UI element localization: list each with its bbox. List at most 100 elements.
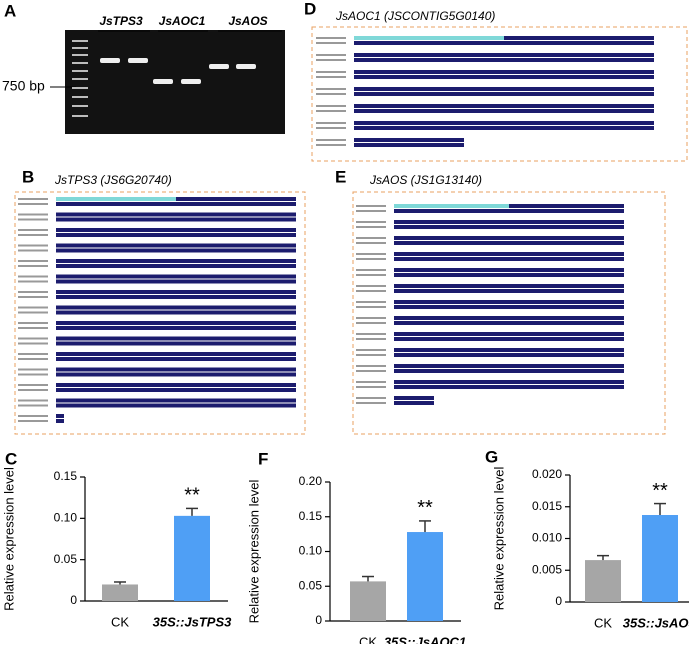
seq-name <box>356 322 386 324</box>
seq-row <box>354 126 654 130</box>
y-tick-label: 0.10 <box>54 511 78 525</box>
ladder-band <box>72 115 88 117</box>
lane-label: JsAOS <box>228 14 267 28</box>
seq-row <box>56 248 296 253</box>
seq-row <box>394 364 624 368</box>
seq-name <box>18 213 48 216</box>
gel-band <box>236 64 256 69</box>
seq-row <box>394 316 624 320</box>
y-tick-label: 0.10 <box>299 544 323 558</box>
seq-row <box>354 70 654 74</box>
ladder-band <box>72 96 88 98</box>
ladder-band <box>72 78 88 80</box>
y-tick-label: 0.005 <box>532 562 562 576</box>
bar <box>407 532 443 621</box>
gel-band <box>100 58 120 63</box>
seq-row <box>56 336 296 341</box>
y-tick-label: 0.15 <box>54 469 78 483</box>
seq-name <box>356 226 386 228</box>
seq-row <box>394 220 624 224</box>
seq-name <box>316 127 346 129</box>
marker-label: 750 bp <box>2 78 45 94</box>
seq-name <box>356 381 386 383</box>
seq-name <box>18 234 48 236</box>
seq-name <box>356 221 386 223</box>
y-axis-label: Relative expression level <box>491 466 506 610</box>
seq-row <box>354 87 654 91</box>
seq-name <box>316 54 346 56</box>
seq-row <box>56 388 296 392</box>
seq-row <box>56 243 296 248</box>
y-tick-label: 0.020 <box>532 467 562 481</box>
y-tick-label: 0.05 <box>54 552 78 566</box>
seq-row <box>354 143 464 147</box>
seq-name <box>356 285 386 287</box>
seq-row <box>394 337 624 341</box>
seq-name <box>18 322 48 324</box>
panel-title: JsTPS3 (JS6G20740) <box>54 173 172 187</box>
seq-name <box>356 338 386 340</box>
seq-name <box>356 349 386 351</box>
seq-row <box>394 284 624 288</box>
seq-row <box>394 332 624 336</box>
seq-row <box>56 341 296 346</box>
seq-row <box>394 289 624 293</box>
seq-row <box>394 268 624 272</box>
seq-name <box>18 244 48 247</box>
x-tick-label: CK <box>359 634 377 644</box>
ladder-band <box>72 105 88 107</box>
seq-row <box>56 414 64 418</box>
seq-name <box>18 353 48 355</box>
gel-bands <box>72 40 256 117</box>
bar <box>174 515 210 601</box>
seq-row <box>56 419 64 423</box>
seq-row <box>56 228 296 232</box>
ladder-band <box>72 47 88 49</box>
seq-name <box>356 269 386 271</box>
seq-row <box>354 138 464 142</box>
lane-label: JsAOC1 <box>159 14 206 28</box>
seq-name <box>18 420 48 422</box>
seq-name <box>18 337 48 340</box>
ladder-band <box>72 87 88 89</box>
seq-name <box>356 210 386 212</box>
panel-label: F <box>258 449 268 468</box>
seq-name <box>316 42 346 44</box>
gel <box>65 30 285 134</box>
seq-row <box>56 403 296 408</box>
seq-row <box>394 380 624 384</box>
seq-name <box>18 404 48 407</box>
seq-row <box>394 209 624 213</box>
seq-name <box>356 205 386 207</box>
seq-row <box>354 58 654 62</box>
significance: ** <box>652 480 668 502</box>
x-tick-label: 35S::JsAOC1 <box>384 634 466 644</box>
alignment-box <box>311 26 688 162</box>
seq-row <box>56 290 296 294</box>
seq-row <box>56 264 296 268</box>
seq-name <box>18 342 48 345</box>
seq-row <box>56 383 296 387</box>
seq-name <box>18 415 48 417</box>
seq-name <box>18 260 48 262</box>
seq-name <box>18 384 48 386</box>
seq-name <box>356 402 386 404</box>
seq-row <box>394 396 434 400</box>
alignment-box <box>352 191 666 435</box>
x-tick-label: CK <box>594 615 612 630</box>
seq-row <box>354 92 654 96</box>
seq-row <box>394 225 624 229</box>
seq-name <box>356 333 386 335</box>
seq-row <box>56 357 296 361</box>
seq-name <box>18 311 48 314</box>
seq-name <box>356 386 386 388</box>
seq-row <box>354 41 654 45</box>
panel-label: D <box>304 0 316 18</box>
seq-row <box>56 295 296 299</box>
seq-name <box>18 275 48 278</box>
significance: ** <box>417 497 433 519</box>
gel-band <box>153 79 173 84</box>
x-tick-label: 35S::JsTPS3 <box>153 614 233 629</box>
seq-row <box>394 257 624 261</box>
seq-name <box>356 365 386 367</box>
